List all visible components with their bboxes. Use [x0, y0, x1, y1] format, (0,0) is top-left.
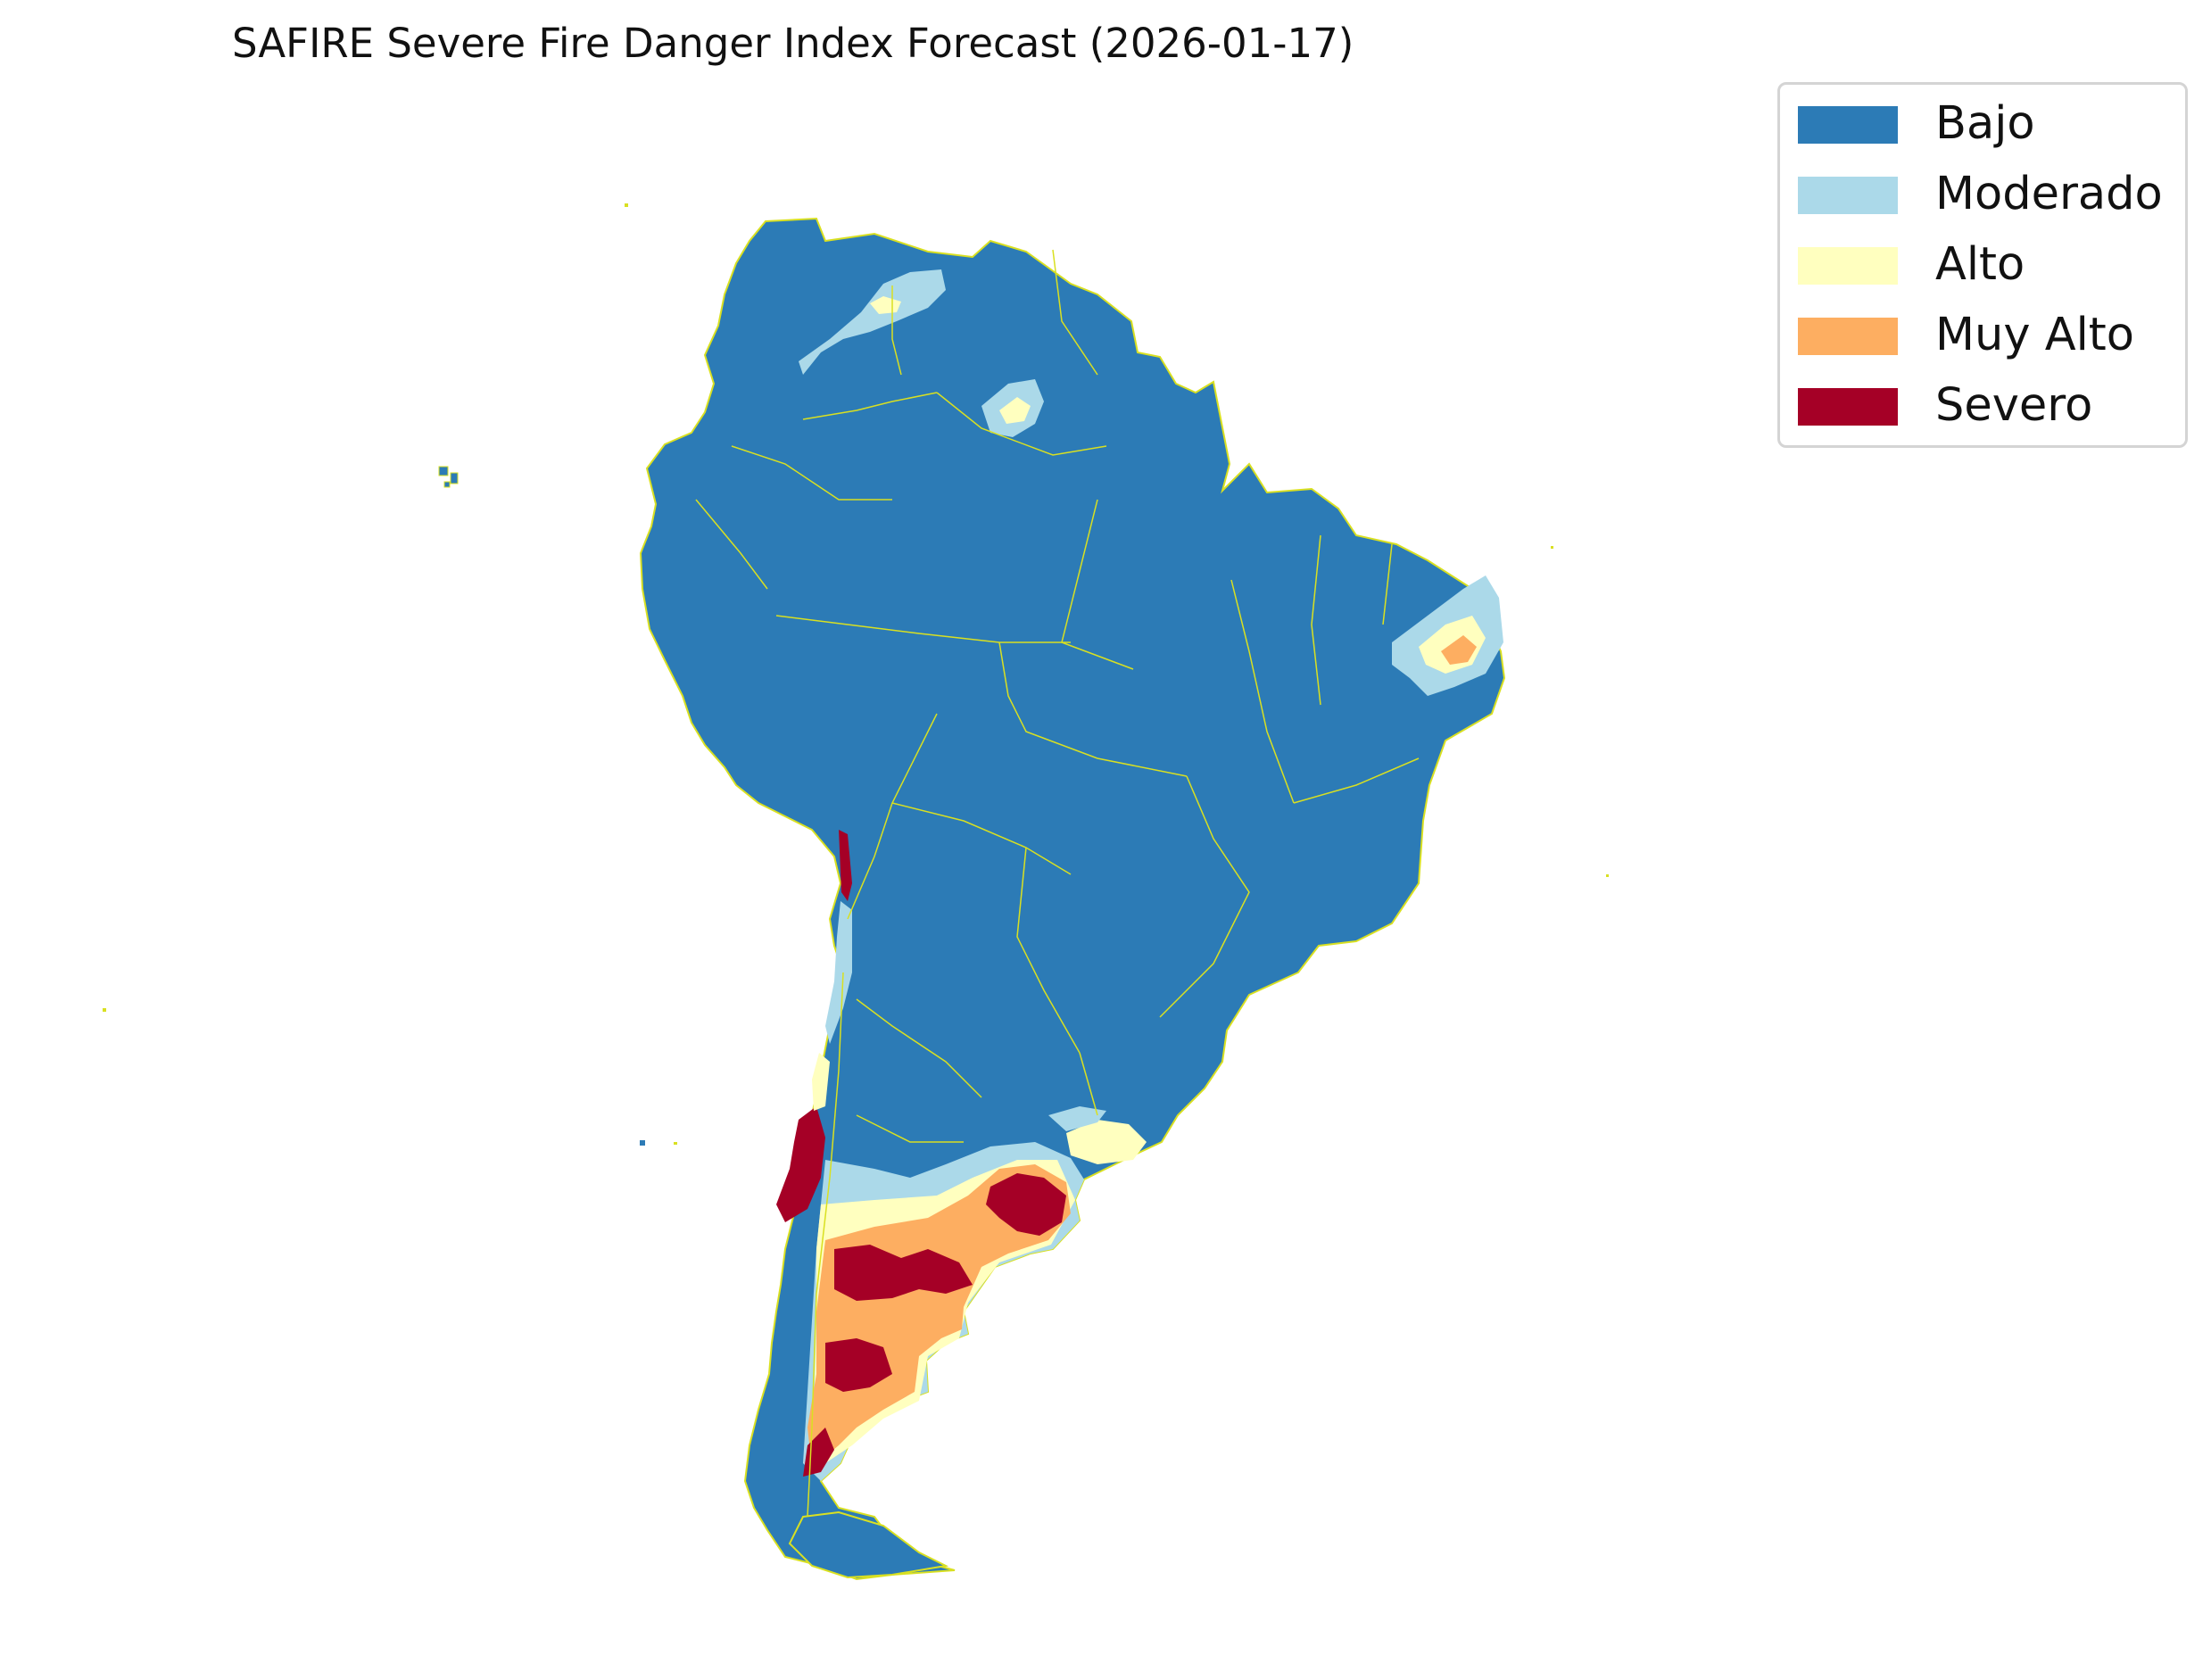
- legend-label: Alto: [1935, 238, 2025, 291]
- alto-patch-north: [870, 296, 901, 314]
- legend-label: Muy Alto: [1935, 309, 2134, 361]
- legend-item: Moderado: [1780, 164, 2185, 227]
- severo-patch-pampas: [986, 1173, 1066, 1236]
- tierra-del-fuego: [788, 1510, 949, 1579]
- moderado-band-south-brazil: [1048, 1106, 1106, 1131]
- country-borders: [695, 249, 1420, 1518]
- continent-landmass: [639, 217, 1506, 1581]
- map-legend: Bajo Moderado Alto Muy Alto Severo: [1777, 82, 2188, 448]
- legend-swatch: [1798, 106, 1898, 144]
- legend-item: Severo: [1780, 376, 2185, 438]
- severo-strip-north-chile: [839, 830, 852, 901]
- severo-patch-chile: [776, 1106, 825, 1222]
- severo-patch-south-argentina: [825, 1338, 892, 1392]
- severo-strip-south: [803, 1428, 834, 1477]
- moderado-strip-chile-coast: [825, 901, 852, 1044]
- legend-label: Severo: [1935, 379, 2093, 432]
- alto-strip-chile: [812, 1053, 830, 1111]
- alto-region-south-brazil: [1066, 1120, 1147, 1164]
- legend-swatch: [1798, 177, 1898, 214]
- legend-swatch: [1798, 388, 1898, 426]
- legend-label: Bajo: [1935, 97, 2035, 150]
- severo-patch-central-argentina: [834, 1245, 973, 1301]
- muyalto-patch-northeast: [1441, 635, 1477, 665]
- moderado-region-north: [799, 269, 946, 375]
- legend-item: Muy Alto: [1780, 305, 2185, 368]
- alto-patch-guyana: [999, 397, 1031, 424]
- legend-item: Alto: [1780, 235, 2185, 297]
- map-title: SAFIRE Severe Fire Danger Index Forecast…: [232, 20, 1354, 67]
- galapagos-islands: [438, 466, 459, 488]
- legend-swatch: [1798, 318, 1898, 355]
- muyalto-region-argentina: [807, 1164, 1071, 1468]
- small-islands: [103, 203, 1609, 1146]
- legend-item: Bajo: [1780, 94, 2185, 156]
- legend-label: Moderado: [1935, 168, 2163, 220]
- legend-swatch: [1798, 247, 1898, 285]
